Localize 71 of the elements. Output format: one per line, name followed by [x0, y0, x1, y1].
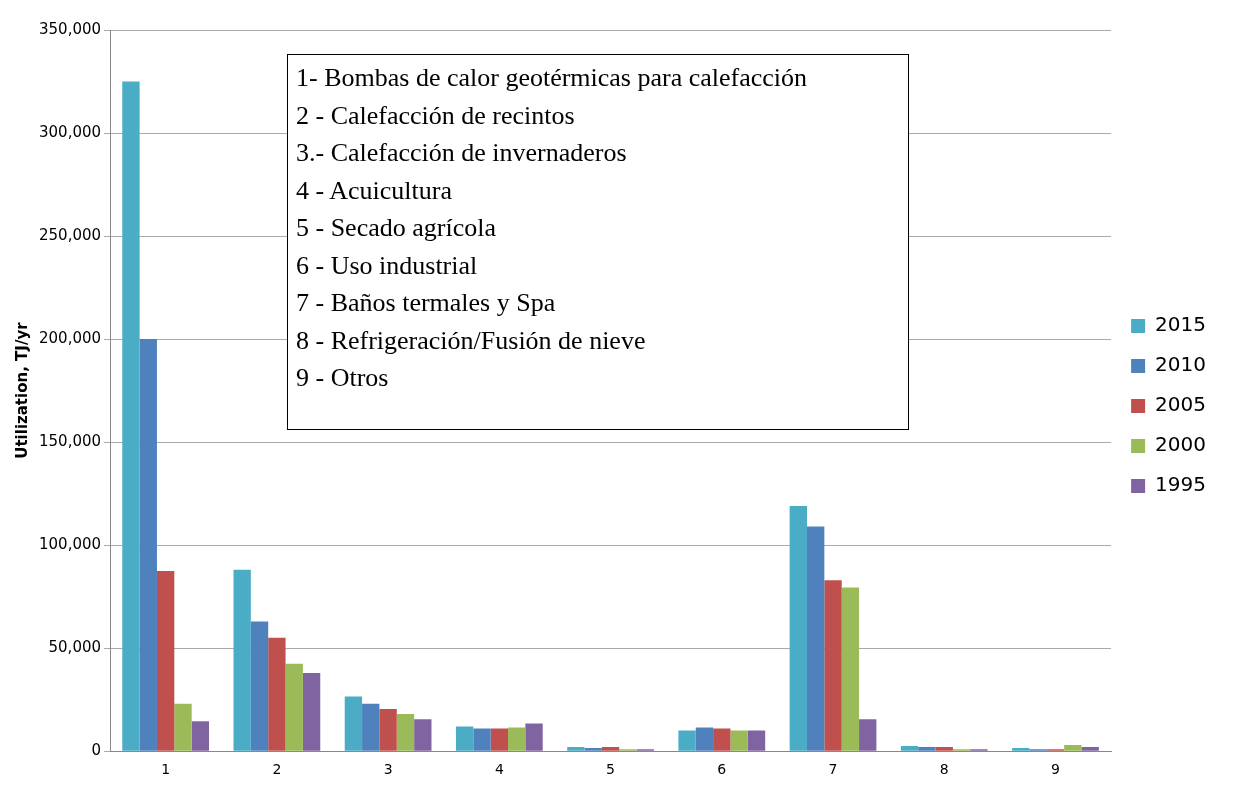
bar [1081, 747, 1099, 751]
bar [156, 570, 175, 751]
annotation: 5 - Secado agrícola [296, 212, 497, 244]
bar [567, 747, 585, 751]
bar [584, 748, 602, 751]
x-tick-label: 5 [606, 761, 616, 778]
bar [508, 727, 526, 751]
bar [268, 637, 286, 751]
annotation: 9 - Otros [296, 362, 390, 394]
bar [414, 719, 432, 751]
y-tick-label: 250,000 [39, 225, 102, 244]
legend-label: 2015 [1155, 312, 1207, 337]
x-tick-label: 2 [272, 761, 282, 778]
bar [285, 663, 303, 751]
bar [362, 703, 380, 751]
bar [859, 719, 877, 751]
annotation: 4 - Acuicultura [296, 174, 453, 207]
y-tick-label: 150,000 [39, 432, 102, 450]
bar [174, 703, 192, 751]
bar [1064, 745, 1082, 751]
bar [789, 505, 807, 751]
x-tick-label: 7 [828, 761, 838, 778]
bar [601, 747, 620, 751]
bar [807, 526, 825, 751]
bar [250, 621, 269, 751]
annotation: 3.- Calefacción de invernaderos [296, 137, 628, 169]
y-tick-label: 350,000 [39, 19, 102, 38]
annotation: 7 - Baños termales y Spa [296, 287, 557, 319]
bar [122, 81, 140, 751]
bar [713, 728, 731, 751]
bar [678, 730, 696, 751]
bar [302, 672, 321, 751]
bar [139, 339, 157, 751]
bar [824, 580, 842, 751]
bar [455, 726, 474, 751]
bar [473, 728, 491, 751]
y-tick-label: 300,000 [39, 122, 102, 141]
bar [900, 746, 919, 751]
bar [841, 587, 860, 751]
bar [191, 721, 210, 751]
annotation: 8 - Refrigeración/Fusión de nieve [296, 324, 647, 357]
bar [1012, 748, 1030, 751]
bar [344, 696, 363, 751]
bar [525, 723, 543, 751]
legend-label: 2005 [1155, 392, 1207, 417]
y-tick-label: 100,000 [39, 535, 102, 554]
bar [396, 714, 415, 751]
bar [730, 730, 748, 751]
y-tick-label: 0 [91, 741, 102, 760]
legend-label: 2000 [1155, 432, 1207, 457]
legend-label: 2010 [1155, 352, 1207, 377]
x-tick-label: 8 [939, 761, 949, 778]
y-axis-title: Utilization, TJ/yr [12, 321, 31, 459]
annotation: 6 - Uso industrial [296, 249, 479, 282]
x-tick-label: 9 [1051, 761, 1060, 778]
annotation: 1- Bombas de calor geotérmicas para calefacción [296, 62, 809, 94]
bar [379, 708, 397, 751]
bar [233, 569, 251, 751]
x-tick-label: 1 [161, 761, 171, 778]
bar [918, 747, 936, 751]
annotation: 2 - Calefacción de recintos [296, 99, 576, 132]
y-tick-label: 50,000 [48, 638, 102, 657]
bar [935, 747, 953, 751]
x-tick-label: 3 [383, 761, 393, 778]
x-tick-label: 4 [494, 761, 504, 778]
bar [747, 730, 766, 751]
legend-label: 1995 [1155, 472, 1207, 497]
bar [695, 727, 714, 751]
x-tick-label: 6 [717, 761, 727, 778]
bar [490, 728, 509, 751]
y-tick-label: 200,000 [39, 328, 102, 347]
